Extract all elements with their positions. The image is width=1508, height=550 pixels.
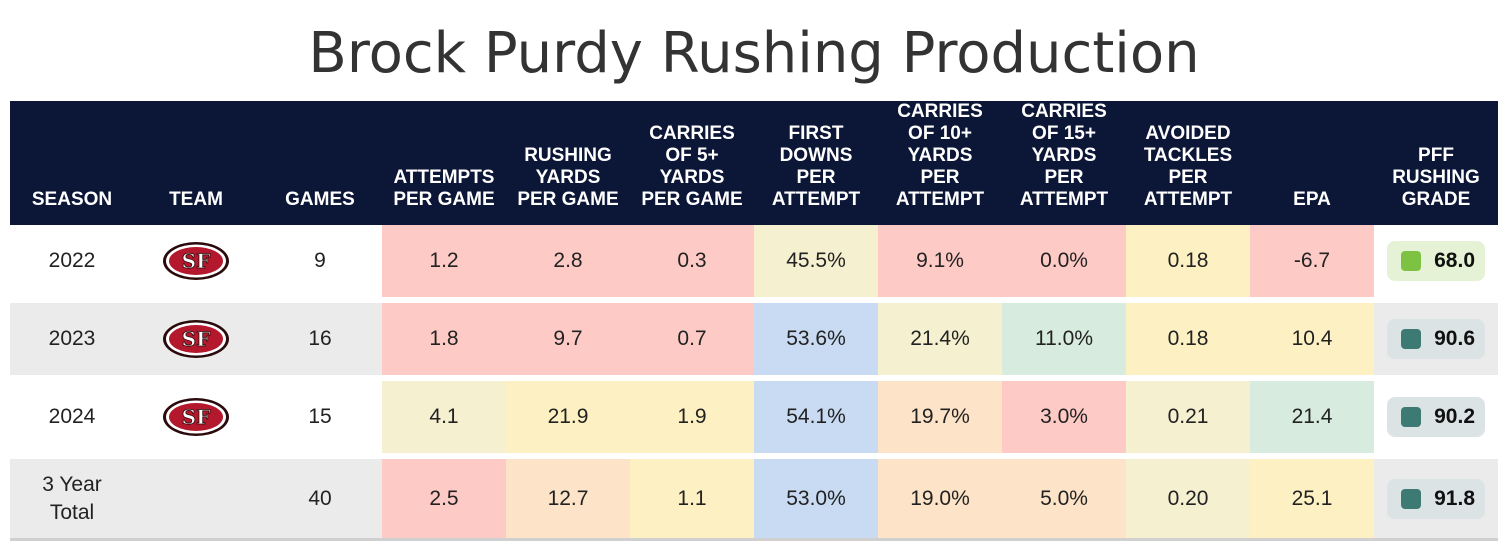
games-cell: 15 bbox=[258, 381, 382, 453]
first-downs-cell: 54.1% bbox=[754, 381, 878, 453]
pff-grade-cell: 68.0 bbox=[1374, 225, 1498, 297]
grade-badge: 91.8 bbox=[1387, 479, 1485, 519]
column-header-pff-grade: PFF RUSHING GRADE bbox=[1374, 101, 1498, 225]
season-cell: 3 Year Total bbox=[10, 459, 134, 539]
column-header-attempts-per-game: ATTEMPTS PER GAME bbox=[382, 101, 506, 225]
table-row: 2024 SF 15 4.1 21.9 1.9 54.1% 19.7% 3.0% 0.21 21.4… bbox=[10, 381, 1498, 453]
carries-5-plus-cell: 0.7 bbox=[630, 303, 754, 375]
svg-text:SF: SF bbox=[182, 249, 211, 273]
rushing-yards-per-game-cell: 21.9 bbox=[506, 381, 630, 453]
attempts-per-game-cell: 4.1 bbox=[382, 381, 506, 453]
column-header-first-downs: FIRST DOWNS PER ATTEMPT bbox=[754, 101, 878, 225]
grade-color-square bbox=[1401, 407, 1421, 427]
team-cell: SF bbox=[134, 381, 258, 453]
svg-text:SF: SF bbox=[182, 405, 211, 429]
season-cell: 2024 bbox=[10, 381, 134, 453]
games-cell: 40 bbox=[258, 459, 382, 539]
column-header-games: GAMES bbox=[258, 101, 382, 225]
column-header-carries-15-plus: CARRIES OF 15+ YARDS PER ATTEMPT bbox=[1002, 101, 1126, 225]
epa-cell: 25.1 bbox=[1250, 459, 1374, 539]
carries-10-plus-cell: 21.4% bbox=[878, 303, 1002, 375]
avoided-tackles-cell: 0.18 bbox=[1126, 303, 1250, 375]
carries-5-plus-cell: 1.1 bbox=[630, 459, 754, 539]
attempts-per-game-cell: 1.8 bbox=[382, 303, 506, 375]
pff-grade-cell: 91.8 bbox=[1374, 459, 1498, 539]
rushing-yards-per-game-cell: 2.8 bbox=[506, 225, 630, 297]
rushing-yards-per-game-cell: 9.7 bbox=[506, 303, 630, 375]
season-cell: 2022 bbox=[10, 225, 134, 297]
team-cell bbox=[134, 459, 258, 539]
carries-5-plus-cell: 1.9 bbox=[630, 381, 754, 453]
epa-cell: 21.4 bbox=[1250, 381, 1374, 453]
games-cell: 16 bbox=[258, 303, 382, 375]
carries-5-plus-cell: 0.3 bbox=[630, 225, 754, 297]
grade-value: 90.2 bbox=[1434, 405, 1475, 428]
attempts-per-game-cell: 2.5 bbox=[382, 459, 506, 539]
grade-badge: 90.6 bbox=[1387, 319, 1485, 359]
attempts-per-game-cell: 1.2 bbox=[382, 225, 506, 297]
team-logo-icon: SF bbox=[162, 242, 230, 280]
avoided-tackles-cell: 0.21 bbox=[1126, 381, 1250, 453]
column-header-carries-10-plus: CARRIES OF 10+ YARDS PER ATTEMPT bbox=[878, 101, 1002, 225]
grade-color-square bbox=[1401, 251, 1421, 271]
grade-color-square bbox=[1401, 489, 1421, 509]
team-logo-icon: SF bbox=[162, 398, 230, 436]
carries-15-plus-cell: 0.0% bbox=[1002, 225, 1126, 297]
column-header-team: TEAM bbox=[134, 101, 258, 225]
carries-10-plus-cell: 9.1% bbox=[878, 225, 1002, 297]
epa-cell: 10.4 bbox=[1250, 303, 1374, 375]
epa-cell: -6.7 bbox=[1250, 225, 1374, 297]
season-cell: 2023 bbox=[10, 303, 134, 375]
carries-15-plus-cell: 3.0% bbox=[1002, 381, 1126, 453]
team-cell: SF bbox=[134, 303, 258, 375]
carries-15-plus-cell: 11.0% bbox=[1002, 303, 1126, 375]
bottom-divider bbox=[10, 538, 1498, 541]
page-title: Brock Purdy Rushing Production bbox=[308, 21, 1200, 86]
first-downs-cell: 45.5% bbox=[754, 225, 878, 297]
table-row: 3 Year Total 40 2.5 12.7 1.1 53.0% 19.0% 5.0% 0.… bbox=[10, 459, 1498, 539]
svg-text:SF: SF bbox=[182, 327, 211, 351]
carries-10-plus-cell: 19.7% bbox=[878, 381, 1002, 453]
header-row: SEASON TEAM GAMES ATTEMPTS PER GAME RUSH… bbox=[10, 101, 1498, 225]
team-logo-icon: SF bbox=[162, 320, 230, 358]
column-header-carries-5-plus: CARRIES OF 5+ YARDS PER GAME bbox=[630, 101, 754, 225]
grade-value: 91.8 bbox=[1434, 487, 1475, 510]
pff-grade-cell: 90.2 bbox=[1374, 381, 1498, 453]
avoided-tackles-cell: 0.20 bbox=[1126, 459, 1250, 539]
column-header-season: SEASON bbox=[10, 101, 134, 225]
grade-value: 90.6 bbox=[1434, 327, 1475, 350]
rushing-stats-table: SEASON TEAM GAMES ATTEMPTS PER GAME RUSH… bbox=[10, 101, 1498, 539]
pff-grade-cell: 90.6 bbox=[1374, 303, 1498, 375]
column-header-avoided-tackles: AVOIDED TACKLES PER ATTEMPT bbox=[1126, 101, 1250, 225]
table-row: 2022 SF 9 1.2 2.8 0.3 45.5% 9.1% 0.0% 0.18 -6.7 68.… bbox=[10, 225, 1498, 297]
rushing-yards-per-game-cell: 12.7 bbox=[506, 459, 630, 539]
table-row: 2023 SF 16 1.8 9.7 0.7 53.6% 21.4% 11.0% 0.18 10.4… bbox=[10, 303, 1498, 375]
avoided-tackles-cell: 0.18 bbox=[1126, 225, 1250, 297]
carries-10-plus-cell: 19.0% bbox=[878, 459, 1002, 539]
column-header-rushing-yards-per-game: RUSHING YARDS PER GAME bbox=[506, 101, 630, 225]
grade-value: 68.0 bbox=[1434, 249, 1475, 272]
first-downs-cell: 53.0% bbox=[754, 459, 878, 539]
first-downs-cell: 53.6% bbox=[754, 303, 878, 375]
grade-color-square bbox=[1401, 329, 1421, 349]
games-cell: 9 bbox=[258, 225, 382, 297]
column-header-epa: EPA bbox=[1250, 101, 1374, 225]
team-cell: SF bbox=[134, 225, 258, 297]
carries-15-plus-cell: 5.0% bbox=[1002, 459, 1126, 539]
grade-badge: 68.0 bbox=[1387, 241, 1485, 281]
grade-badge: 90.2 bbox=[1387, 397, 1485, 437]
